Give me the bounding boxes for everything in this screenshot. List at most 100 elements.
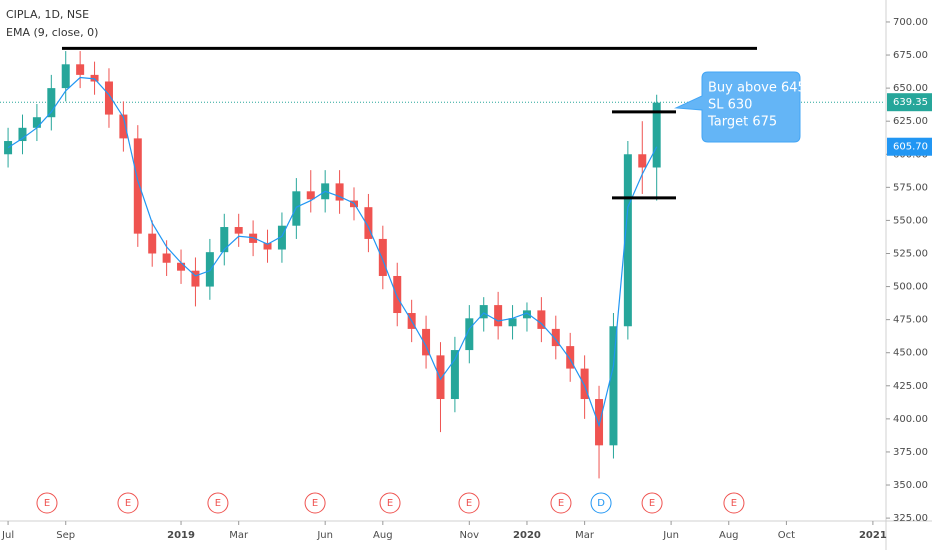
ema-price-label-box xyxy=(887,137,932,156)
event-label: E xyxy=(44,498,50,509)
indicator-label: EMA (9, close, 0) xyxy=(6,26,98,39)
candle-body xyxy=(494,305,503,327)
candle-body xyxy=(652,102,661,168)
y-tick-label: 650.00 xyxy=(893,83,928,94)
y-tick-label: 500.00 xyxy=(893,282,928,293)
candle-body xyxy=(104,81,113,115)
x-tick-label: Jun xyxy=(662,530,679,541)
y-tick-label: 425.00 xyxy=(893,381,928,392)
y-tick-label: 575.00 xyxy=(893,182,928,193)
y-tick-label: 375.00 xyxy=(893,447,928,458)
candle-body xyxy=(378,238,387,276)
event-marker xyxy=(723,492,745,514)
event-label: D xyxy=(597,498,605,509)
y-tick-label: 450.00 xyxy=(893,348,928,359)
y-tick-label: 525.00 xyxy=(893,248,928,259)
x-tick-label: 2021 xyxy=(859,530,887,541)
candle-body xyxy=(90,74,99,82)
event-marker xyxy=(458,492,480,514)
candle-body xyxy=(522,310,531,319)
y-tick-label: 475.00 xyxy=(893,315,928,326)
event-marker xyxy=(36,492,58,514)
candle-body xyxy=(551,328,560,347)
callout xyxy=(674,71,801,143)
x-tick-label: Aug xyxy=(719,530,739,541)
event-label: E xyxy=(125,498,131,509)
candle-body xyxy=(177,262,186,271)
y-tick-label: 400.00 xyxy=(893,414,928,425)
last-price-label: 639.35 xyxy=(893,97,928,108)
candle-body xyxy=(119,114,128,139)
candle-body xyxy=(76,64,85,75)
event-marker xyxy=(117,492,139,514)
y-tick-label: 625.00 xyxy=(893,116,928,127)
event-label: E xyxy=(558,498,564,509)
ema-line xyxy=(7,76,658,428)
candle-body xyxy=(205,252,214,287)
candle-body xyxy=(393,275,402,314)
candle-body xyxy=(335,183,344,201)
candle-body xyxy=(537,310,546,329)
event-label: E xyxy=(649,498,655,509)
y-tick-label: 325.00 xyxy=(893,513,928,524)
event-label: E xyxy=(466,498,472,509)
x-tick-label: Jul xyxy=(1,530,14,541)
candle-body xyxy=(162,253,171,263)
candle-body xyxy=(436,355,445,400)
candle-body xyxy=(234,227,243,234)
candle-body xyxy=(465,318,474,351)
candle-body xyxy=(638,154,647,168)
x-tick-label: 2019 xyxy=(167,530,195,541)
candle-body xyxy=(508,318,517,327)
x-tick-label: 2020 xyxy=(513,530,541,541)
candle-body xyxy=(609,326,618,446)
candle-body xyxy=(148,233,157,254)
candle-body xyxy=(263,242,272,250)
y-tick-label: 700.00 xyxy=(893,17,928,28)
callout-text: SL 630 xyxy=(708,97,752,112)
event-marker xyxy=(207,492,229,514)
y-tick-label: 350.00 xyxy=(893,480,928,491)
y-tick-label: 550.00 xyxy=(893,215,928,226)
event-marker xyxy=(304,492,326,514)
candle-body xyxy=(61,64,70,89)
candle-body xyxy=(306,191,315,200)
x-tick-label: Mar xyxy=(575,530,595,541)
candle-body xyxy=(450,350,459,400)
candle-body xyxy=(18,127,27,142)
event-marker xyxy=(641,492,663,514)
candle-body xyxy=(32,117,41,128)
candle-body xyxy=(623,154,632,327)
candle-body xyxy=(249,233,258,243)
event-marker xyxy=(379,492,401,514)
candle-body xyxy=(364,207,373,239)
y-tick-label: 675.00 xyxy=(893,50,928,61)
x-tick-label: Mar xyxy=(229,530,249,541)
ema-price-label: 605.70 xyxy=(893,142,928,153)
event-label: E xyxy=(215,498,221,509)
candle-body xyxy=(580,368,589,400)
x-tick-label: Aug xyxy=(373,530,393,541)
candle-body xyxy=(422,328,431,356)
candle-body xyxy=(191,270,200,287)
event-label: E xyxy=(312,498,318,509)
x-tick-label: Nov xyxy=(460,530,480,541)
last-price-label-box xyxy=(887,93,932,112)
candle-body xyxy=(595,399,604,446)
event-marker xyxy=(590,492,612,514)
x-tick-label: Sep xyxy=(56,530,75,541)
candle-body xyxy=(47,88,56,118)
event-label: E xyxy=(387,498,393,509)
event-marker xyxy=(550,492,572,514)
candle-body xyxy=(566,346,575,369)
candle-body xyxy=(220,227,229,253)
candle-body xyxy=(133,138,142,234)
candle-body xyxy=(479,305,488,319)
x-tick-label: Jun xyxy=(316,530,333,541)
event-label: E xyxy=(731,498,737,509)
candle-body xyxy=(277,225,286,250)
callout-text: Buy above 645 xyxy=(708,80,806,95)
chart-title: CIPLA, 1D, NSE xyxy=(6,8,89,21)
